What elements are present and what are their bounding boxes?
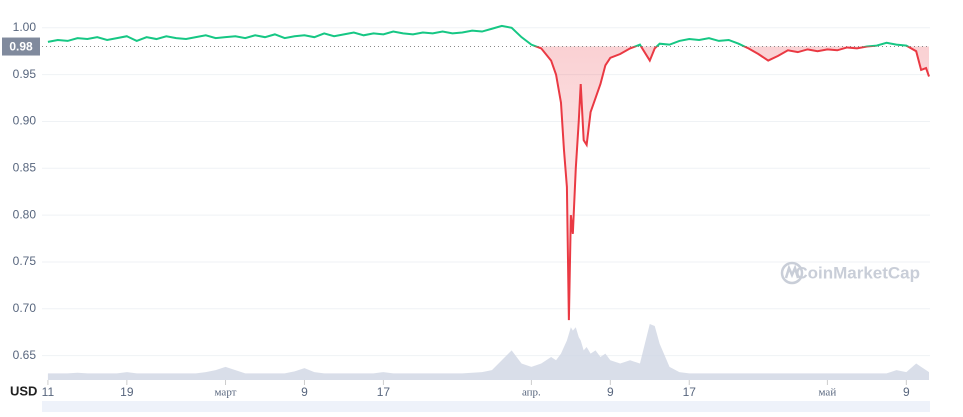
navigator[interactable] [42,401,930,412]
x-tick-label: 19 [120,385,134,399]
y-tick-label: 0.65 [13,348,37,362]
y-tick-label: 0.90 [13,114,37,128]
x-tick-label: май [819,387,837,399]
y-tick-label: 0.80 [13,207,37,221]
unit-label: USD [10,383,37,398]
x-tick-label: 9 [301,385,308,399]
x-tick-label: 9 [607,385,614,399]
y-tick-label: 0.95 [13,67,37,81]
watermark: CoinMarketCap [795,263,920,282]
reference-label: 0.98 [9,40,33,54]
volume-area [47,324,930,380]
price-line [47,24,910,47]
price-area [536,46,930,321]
x-tick-label: 9 [903,385,910,399]
x-tick-label: 11 [42,385,55,399]
y-tick-label: 0.85 [13,160,37,174]
y-tick-label: 0.75 [13,254,37,268]
reference-badge [2,37,40,56]
x-tick-label: апр. [522,387,541,399]
y-tick-label: 1.00 [13,20,37,34]
watermark-logo [780,261,804,285]
x-tick-label: 17 [377,385,391,399]
y-tick-label: 0.70 [13,301,37,315]
x-tick-label: март [215,387,237,399]
x-tick-label: 17 [683,385,697,399]
price-line [533,46,930,321]
